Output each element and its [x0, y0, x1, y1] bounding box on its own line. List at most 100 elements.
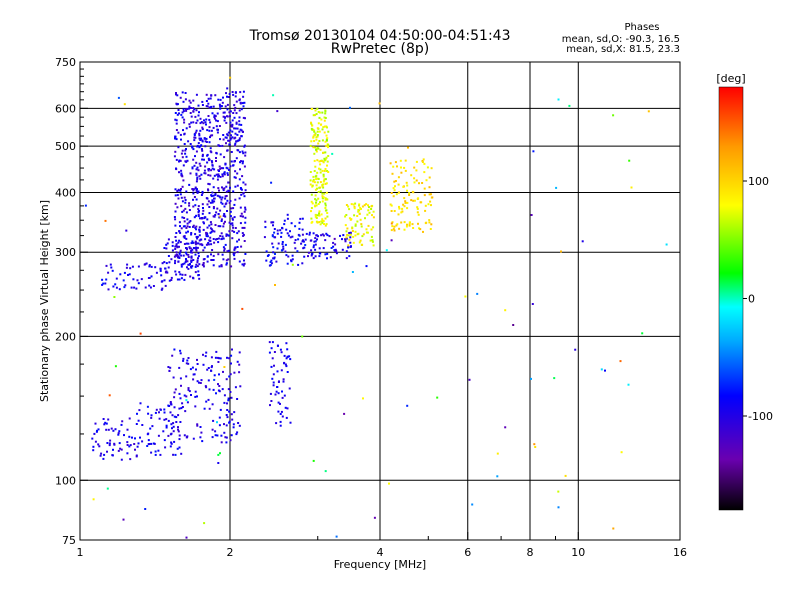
data-point — [314, 165, 317, 168]
data-point — [581, 240, 584, 243]
data-point — [228, 230, 231, 233]
data-point — [230, 362, 232, 365]
data-point — [178, 271, 181, 274]
data-point — [214, 94, 217, 97]
data-point — [410, 174, 413, 177]
data-point — [310, 207, 313, 209]
data-point — [186, 225, 189, 228]
data-point — [612, 114, 615, 117]
data-point — [335, 250, 338, 252]
data-point — [168, 369, 171, 372]
data-point — [188, 263, 191, 266]
data-point — [209, 174, 212, 177]
data-point — [403, 205, 406, 208]
data-point — [345, 230, 348, 233]
data-point — [315, 234, 318, 237]
data-point — [206, 243, 209, 246]
data-point — [180, 172, 183, 175]
data-point — [322, 196, 325, 199]
data-point — [240, 108, 243, 111]
data-point — [287, 234, 290, 237]
phase-stats-o: mean, sd,O: -90.3, 16.5 — [562, 34, 680, 45]
data-point — [219, 235, 222, 237]
data-point — [211, 201, 214, 204]
data-point — [356, 220, 359, 223]
data-point — [192, 224, 195, 227]
data-point — [174, 224, 177, 227]
data-point — [226, 402, 228, 405]
data-point — [279, 424, 282, 427]
data-point — [180, 254, 183, 257]
data-point — [201, 217, 204, 220]
data-point — [114, 428, 117, 431]
data-point — [322, 151, 325, 154]
data-point — [530, 377, 532, 380]
data-point — [186, 248, 188, 251]
data-point — [307, 251, 310, 254]
data-point — [181, 402, 184, 405]
data-point — [123, 434, 125, 437]
data-point — [244, 221, 247, 224]
data-point — [229, 129, 232, 132]
data-point — [612, 527, 615, 530]
data-point — [175, 232, 178, 234]
data-point — [314, 213, 317, 216]
data-point — [222, 96, 224, 99]
data-point — [230, 137, 233, 140]
data-point — [429, 228, 432, 230]
data-point — [226, 103, 229, 106]
data-point — [270, 259, 273, 262]
data-point — [174, 210, 177, 213]
data-point — [310, 210, 312, 213]
data-point — [315, 113, 318, 115]
data-point — [285, 342, 288, 345]
data-point — [225, 92, 227, 95]
data-point — [350, 203, 353, 206]
data-point — [270, 365, 273, 368]
data-point — [178, 221, 181, 224]
data-point — [137, 265, 140, 268]
data-point — [219, 107, 222, 110]
data-point — [310, 249, 313, 252]
data-point — [403, 166, 406, 169]
data-point — [214, 115, 217, 118]
data-point — [219, 225, 222, 228]
data-point — [208, 183, 211, 186]
data-point — [313, 170, 316, 172]
data-point — [316, 127, 319, 130]
gridlines — [80, 62, 680, 540]
data-point — [186, 218, 189, 221]
data-point — [128, 417, 131, 420]
data-point — [269, 392, 272, 395]
data-point — [345, 236, 348, 239]
data-point — [243, 101, 246, 104]
data-point — [217, 175, 220, 178]
data-point — [370, 205, 373, 208]
data-point — [202, 262, 205, 264]
data-point — [136, 412, 138, 415]
data-point — [284, 406, 287, 409]
data-point — [120, 423, 123, 426]
data-point — [320, 234, 323, 237]
data-point — [220, 220, 223, 222]
data-point — [101, 283, 104, 286]
data-point — [176, 194, 179, 197]
data-point — [180, 263, 183, 266]
data-point — [163, 247, 166, 249]
data-point — [115, 286, 118, 289]
data-point — [568, 104, 571, 107]
data-point — [296, 250, 299, 253]
data-point — [216, 421, 218, 424]
data-point — [291, 263, 294, 266]
data-point — [238, 424, 241, 427]
data-point — [227, 397, 230, 400]
data-point — [168, 261, 171, 264]
data-point — [195, 172, 198, 175]
data-point — [236, 127, 239, 130]
data-point — [312, 459, 315, 462]
data-point — [323, 223, 325, 225]
data-point — [322, 173, 325, 176]
data-point — [302, 239, 304, 242]
data-point — [236, 232, 239, 235]
data-point — [91, 437, 94, 440]
